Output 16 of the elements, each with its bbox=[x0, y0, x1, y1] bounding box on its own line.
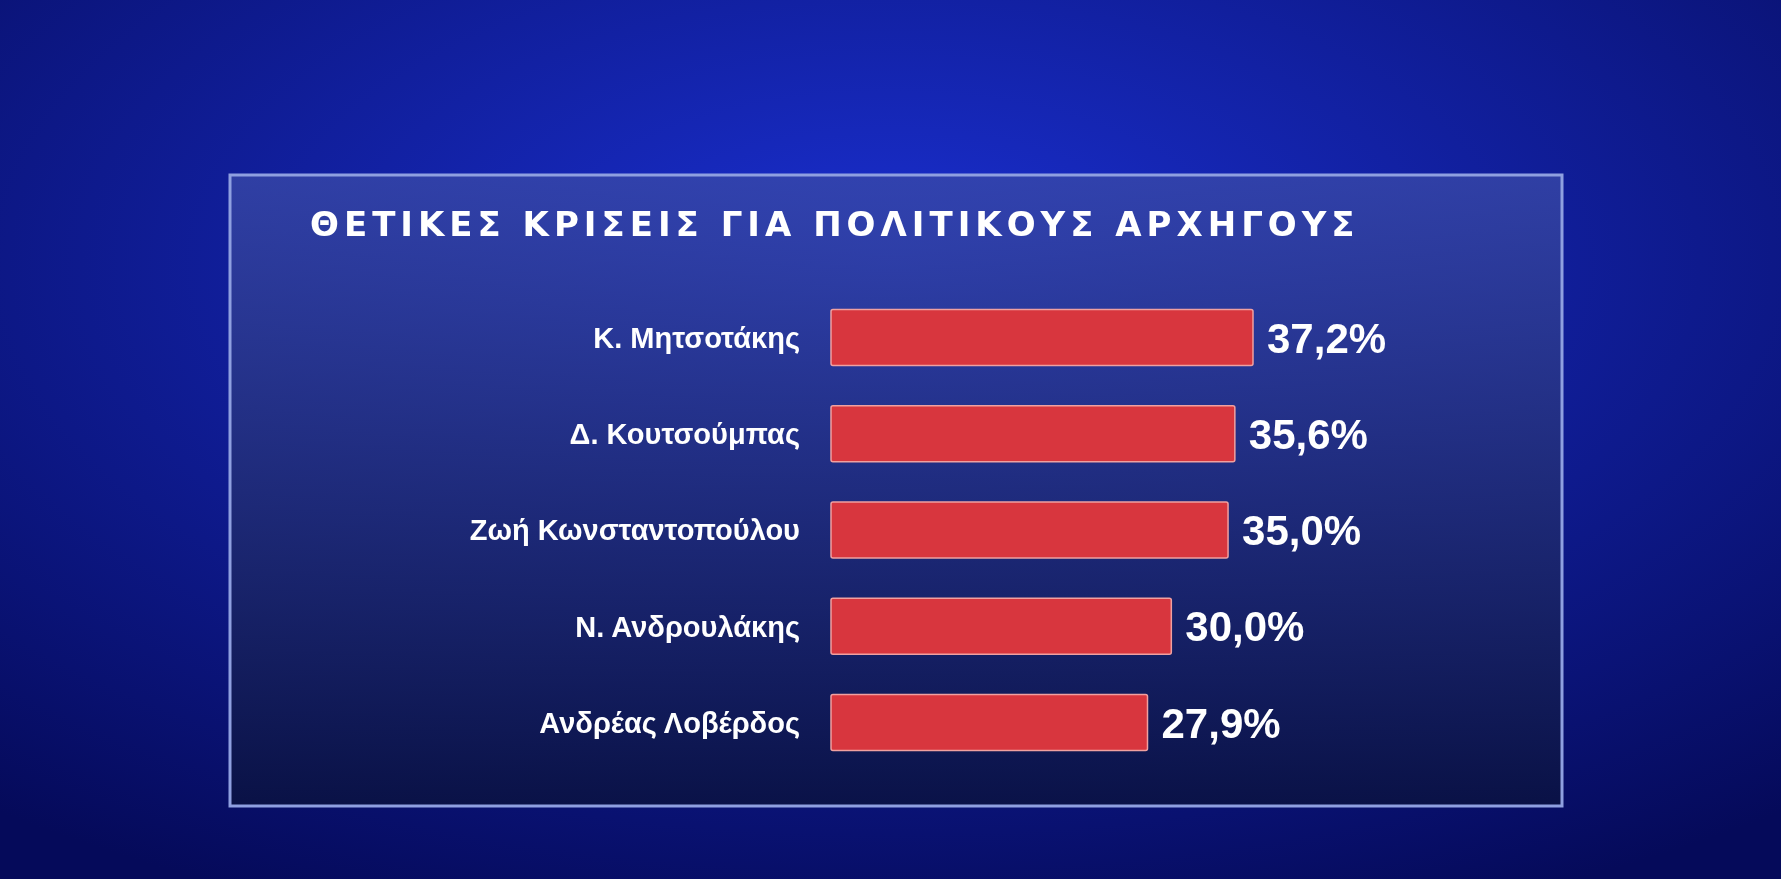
y-tick-label: Κ. Μητσοτάκης bbox=[593, 321, 800, 354]
bar bbox=[830, 405, 1236, 463]
y-tick-label: Ζωή Κωνσταντοπούλου bbox=[469, 514, 800, 547]
data-label: 35,6% bbox=[1248, 410, 1368, 458]
y-tick-label: Ν. Ανδρουλάκης bbox=[575, 610, 800, 643]
bar bbox=[830, 501, 1229, 559]
data-label: 30,0% bbox=[1185, 603, 1305, 651]
data-label: 35,0% bbox=[1242, 507, 1362, 555]
data-label: 37,2% bbox=[1267, 314, 1387, 362]
bar bbox=[830, 693, 1149, 752]
data-label: 27,9% bbox=[1161, 699, 1281, 747]
chart-title: ΘΕΤΙΚΕΣ ΚΡΙΣΕΙΣ ΓΙΑ ΠΟΛΙΤΙΚΟΥΣ ΑΡΧΗΓΟΥΣ bbox=[310, 204, 1360, 244]
bar bbox=[830, 597, 1173, 655]
bar bbox=[830, 308, 1254, 367]
y-tick-label: Δ. Κουτσούμπας bbox=[569, 418, 800, 451]
y-tick-label: Ανδρέας Λοβέρδος bbox=[539, 706, 800, 739]
